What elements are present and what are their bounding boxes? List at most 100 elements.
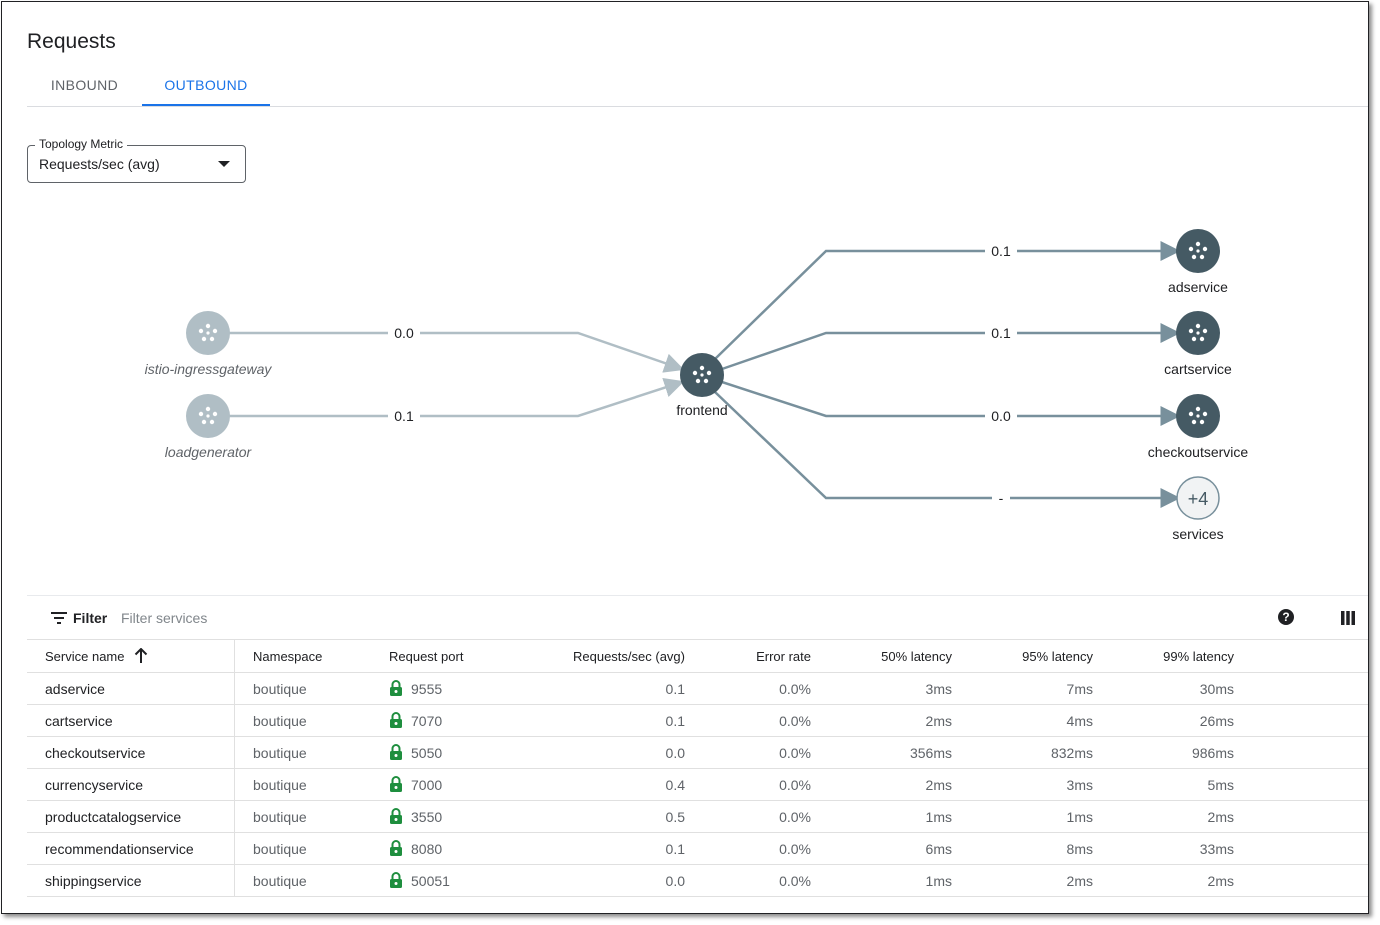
edge-frontend-cartservice [721, 323, 1181, 371]
cell-p95-latency: 8ms [952, 832, 1093, 865]
node-frontend[interactable]: frontend [676, 353, 728, 418]
cell-error-rate: 0.0% [685, 832, 811, 865]
table-header-row: Service name Namespace Request port Requ… [27, 639, 1368, 673]
request-port-value: 7000 [411, 777, 443, 793]
node-cartservice[interactable]: cartservice [1164, 311, 1232, 377]
request-port-value: 9555 [411, 681, 443, 697]
lock-icon [390, 712, 402, 728]
node-loadgenerator[interactable]: loadgenerator [165, 394, 253, 460]
table-row[interactable]: shippingservice boutique 50051 0.0 0.0% … [27, 864, 1368, 897]
table-row[interactable]: currencyservice boutique 7000 0.4 0.0% 2… [27, 768, 1368, 801]
cell-requests-sec: 0.4 [529, 768, 685, 801]
requests-panel: Requests INBOUND OUTBOUND Topology Metri… [1, 1, 1369, 914]
tab-outbound[interactable]: OUTBOUND [142, 66, 270, 106]
cell-error-rate: 0.0% [685, 736, 811, 769]
edge-label-istio-ingressgateway: 0.0 [394, 325, 414, 341]
table-row[interactable]: adservice boutique 9555 0.1 0.0% 3ms 7ms… [27, 672, 1368, 705]
node-more-services[interactable]: +4 services [1172, 476, 1224, 542]
cell-service-name[interactable]: cartservice [27, 704, 235, 737]
cell-request-port: 7000 [389, 768, 529, 801]
column-header-p95-latency[interactable]: 95% latency [952, 639, 1093, 673]
filter-services-input[interactable] [119, 606, 423, 630]
edge-label-checkoutservice: 0.0 [991, 408, 1011, 424]
cell-p95-latency: 7ms [952, 672, 1093, 705]
cell-request-port: 7070 [389, 704, 529, 737]
request-port-value: 3550 [411, 809, 443, 825]
column-header-error-rate[interactable]: Error rate [685, 639, 811, 673]
lock-icon [390, 872, 402, 888]
services-table: Service name Namespace Request port Requ… [27, 639, 1368, 897]
node-istio-ingressgateway[interactable]: istio-ingressgateway [145, 311, 273, 377]
column-header-request-port[interactable]: Request port [389, 639, 529, 673]
request-port-value: 8080 [411, 841, 443, 857]
table-row[interactable]: productcatalogservice boutique 3550 0.5 … [27, 800, 1368, 833]
table-row[interactable]: cartservice boutique 7070 0.1 0.0% 2ms 4… [27, 704, 1368, 737]
cell-p95-latency: 832ms [952, 736, 1093, 769]
help-icon[interactable]: ? [1278, 609, 1294, 625]
cell-p99-latency: 986ms [1093, 736, 1234, 769]
cell-namespace: boutique [234, 800, 389, 833]
edge-frontend-adservice [714, 241, 1181, 360]
request-port-value: 7070 [411, 713, 443, 729]
column-header-p99-latency[interactable]: 99% latency [1093, 639, 1234, 673]
cell-requests-sec: 0.0 [529, 736, 685, 769]
cell-service-name[interactable]: currencyservice [27, 768, 235, 801]
cell-p99-latency: 5ms [1093, 768, 1234, 801]
cell-p99-latency: 2ms [1093, 864, 1234, 897]
column-header-service-name-label: Service name [45, 649, 125, 664]
edge-label-adservice: 0.1 [991, 243, 1011, 259]
column-header-service-name[interactable]: Service name [27, 639, 235, 673]
cell-service-name[interactable]: productcatalogservice [27, 800, 235, 833]
cell-namespace: boutique [234, 704, 389, 737]
cell-spacer [1234, 672, 1368, 705]
cell-error-rate: 0.0% [685, 800, 811, 833]
cell-requests-sec: 0.1 [529, 704, 685, 737]
filter-label[interactable]: Filter [73, 610, 108, 626]
node-adservice[interactable]: adservice [1168, 229, 1228, 295]
cell-service-name[interactable]: shippingservice [27, 864, 235, 897]
column-header-p50-latency[interactable]: 50% latency [811, 639, 952, 673]
cell-error-rate: 0.0% [685, 768, 811, 801]
sort-ascending-icon [134, 648, 148, 663]
node-label-services: services [1172, 526, 1223, 542]
lock-icon [390, 840, 402, 856]
column-header-namespace[interactable]: Namespace [234, 639, 389, 673]
node-label-cartservice: cartservice [1164, 361, 1232, 377]
tab-inbound[interactable]: INBOUND [50, 77, 119, 93]
edge-frontend-checkoutservice [721, 380, 1181, 426]
table-row[interactable]: recommendationservice boutique 8080 0.1 … [27, 832, 1368, 865]
cell-spacer [1234, 704, 1368, 737]
cell-service-name[interactable]: checkoutservice [27, 736, 235, 769]
cell-request-port: 8080 [389, 832, 529, 865]
edge-istio-ingressgateway-frontend [228, 331, 685, 373]
column-header-spacer [1234, 639, 1368, 673]
cell-p50-latency: 356ms [811, 736, 952, 769]
topology-metric-select[interactable]: Topology Metric Requests/sec (avg) [27, 137, 246, 183]
node-label-adservice: adservice [1168, 279, 1228, 295]
cell-p99-latency: 30ms [1093, 672, 1234, 705]
cell-request-port: 9555 [389, 672, 529, 705]
cell-spacer [1234, 768, 1368, 801]
cell-request-port: 50051 [389, 864, 529, 897]
cell-service-name[interactable]: adservice [27, 672, 235, 705]
node-label-istio-ingressgateway: istio-ingressgateway [145, 361, 273, 377]
columns-icon[interactable] [1341, 611, 1355, 625]
cell-p50-latency: 2ms [811, 704, 952, 737]
node-checkoutservice[interactable]: checkoutservice [1148, 394, 1249, 460]
filter-icon[interactable] [51, 611, 67, 625]
node-label-frontend: frontend [676, 402, 727, 418]
cell-error-rate: 0.0% [685, 672, 811, 705]
cell-namespace: boutique [234, 672, 389, 705]
page-title: Requests [27, 30, 116, 53]
table-row[interactable]: checkoutservice boutique 5050 0.0 0.0% 3… [27, 736, 1368, 769]
lock-icon [390, 776, 402, 792]
column-header-requests-sec[interactable]: Requests/sec (avg) [529, 639, 685, 673]
node-label-checkoutservice: checkoutservice [1148, 444, 1249, 460]
lock-icon [390, 808, 402, 824]
cell-service-name[interactable]: recommendationservice [27, 832, 235, 865]
cell-p50-latency: 3ms [811, 672, 952, 705]
cell-spacer [1234, 864, 1368, 897]
topology-metric-value: Requests/sec (avg) [39, 156, 160, 172]
node-label-loadgenerator: loadgenerator [165, 444, 253, 460]
cell-request-port: 5050 [389, 736, 529, 769]
